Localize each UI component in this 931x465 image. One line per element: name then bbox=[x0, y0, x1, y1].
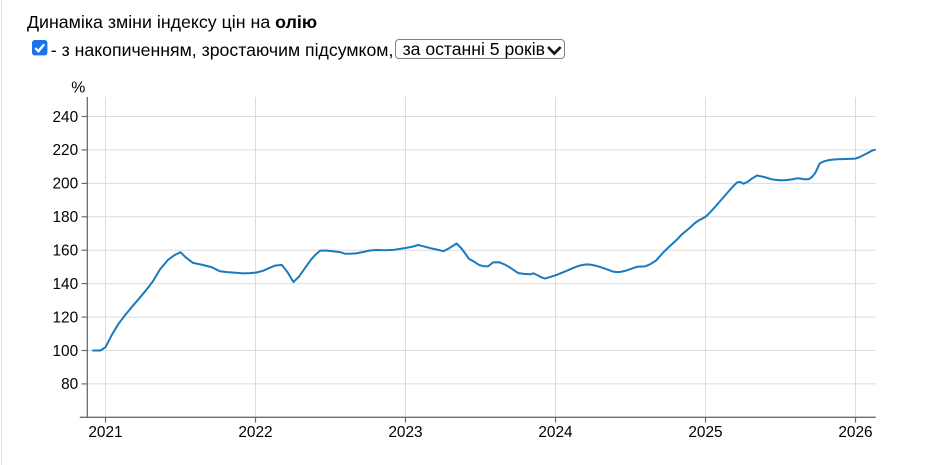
svg-text:240: 240 bbox=[53, 109, 79, 126]
svg-text:2024: 2024 bbox=[538, 424, 573, 441]
svg-text:200: 200 bbox=[53, 176, 79, 193]
svg-text:120: 120 bbox=[53, 309, 79, 326]
svg-text:140: 140 bbox=[53, 276, 79, 293]
svg-text:2026: 2026 bbox=[838, 424, 872, 441]
svg-text:100: 100 bbox=[53, 343, 79, 360]
svg-text:180: 180 bbox=[53, 209, 79, 226]
svg-text:2023: 2023 bbox=[388, 424, 422, 441]
svg-text:%: % bbox=[71, 80, 85, 97]
svg-text:2022: 2022 bbox=[238, 424, 272, 441]
svg-text:2021: 2021 bbox=[88, 424, 122, 441]
svg-text:160: 160 bbox=[53, 243, 79, 260]
svg-text:2025: 2025 bbox=[688, 424, 722, 441]
svg-text:220: 220 bbox=[53, 142, 79, 159]
svg-text:80: 80 bbox=[61, 376, 78, 393]
